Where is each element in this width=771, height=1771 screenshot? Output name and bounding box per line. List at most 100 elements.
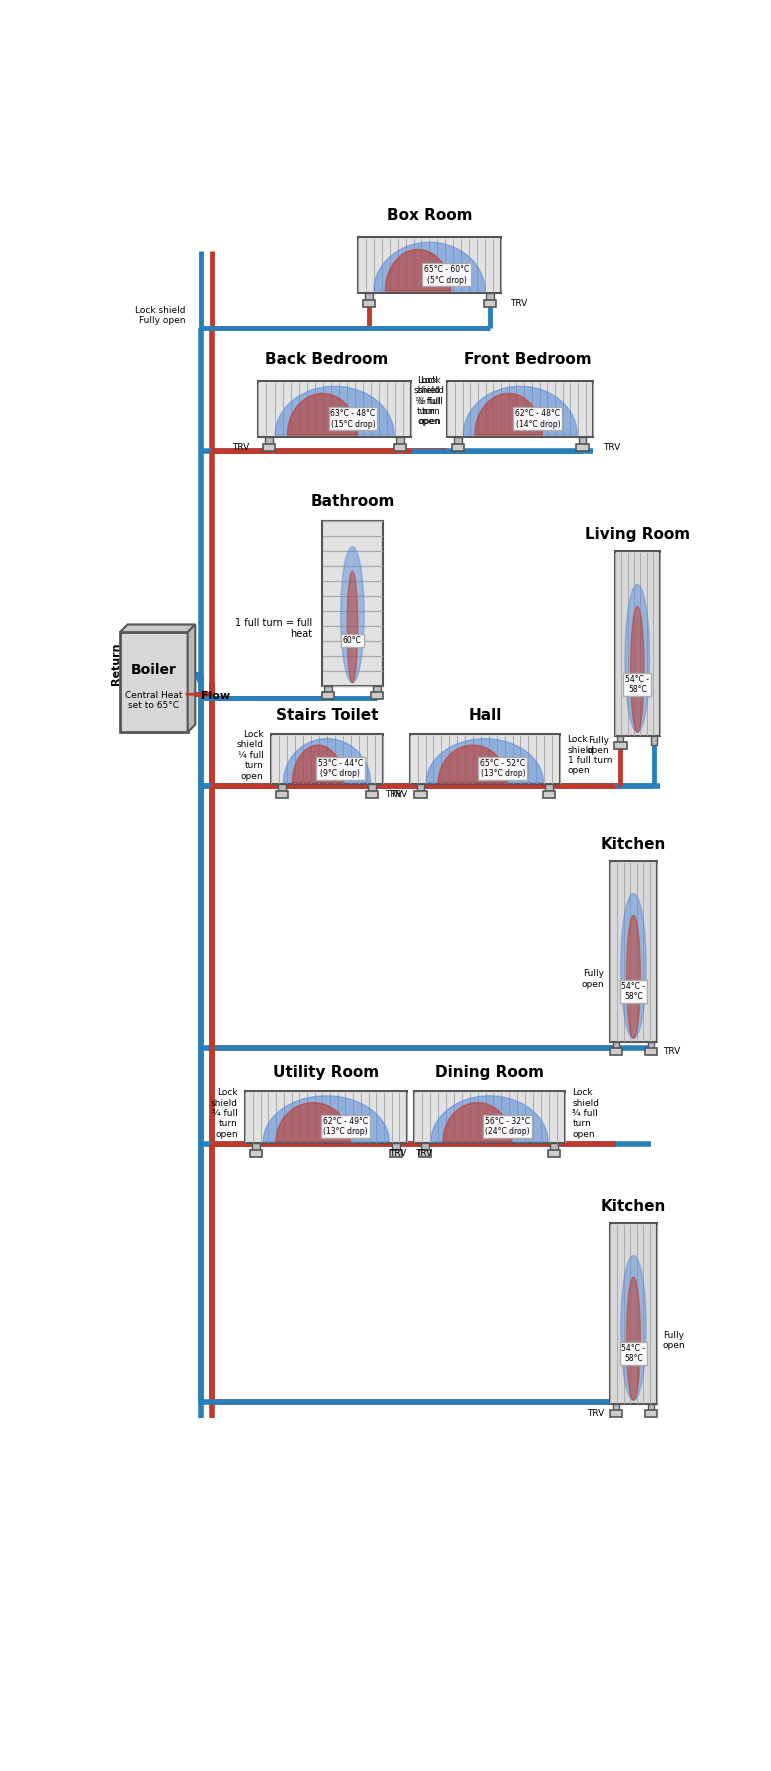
Bar (577, 445, 589, 452)
Bar (610, 1410, 622, 1417)
Bar (263, 445, 275, 452)
Bar (611, 861, 657, 1041)
Text: Bathroom: Bathroom (310, 494, 395, 510)
Text: Back Bedroom: Back Bedroom (265, 352, 389, 367)
Bar (454, 437, 462, 448)
Bar (613, 1041, 619, 1052)
Text: Lock
shield
½ full
turn
open: Lock shield ½ full turn open (414, 375, 441, 427)
Text: TRV: TRV (510, 299, 527, 308)
Text: Boiler: Boiler (131, 662, 177, 677)
Bar (258, 381, 411, 437)
Bar (324, 687, 332, 696)
Text: TRV: TRV (232, 443, 249, 452)
Polygon shape (284, 739, 371, 783)
Text: Front Bedroom: Front Bedroom (464, 352, 592, 367)
Bar (322, 521, 383, 687)
Text: Fully
open: Fully open (663, 1332, 685, 1351)
Text: Utility Room: Utility Room (273, 1064, 379, 1080)
Polygon shape (276, 1103, 351, 1142)
Bar (394, 445, 406, 452)
Text: Kitchen: Kitchen (601, 838, 666, 852)
Text: Central Heat
set to 65°C: Central Heat set to 65°C (125, 691, 183, 710)
Polygon shape (426, 739, 544, 783)
Text: 65°C - 52°C
(13°C drop): 65°C - 52°C (13°C drop) (480, 758, 525, 777)
Bar (579, 437, 587, 448)
Bar (245, 1091, 407, 1144)
Bar (414, 790, 426, 799)
Text: 65°C - 60°C
(5°C drop): 65°C - 60°C (5°C drop) (424, 266, 469, 285)
Polygon shape (275, 386, 394, 436)
Bar (366, 790, 379, 799)
Bar (550, 1144, 557, 1155)
Bar (648, 1041, 655, 1052)
Bar (648, 1404, 655, 1413)
Bar (416, 785, 424, 795)
Bar (276, 790, 288, 799)
Polygon shape (475, 393, 542, 436)
Text: Lock
shield
¾ full
turn
open: Lock shield ¾ full turn open (210, 1087, 237, 1139)
Bar (252, 1144, 260, 1155)
Text: Kitchen: Kitchen (601, 1199, 666, 1213)
Polygon shape (374, 243, 485, 290)
Text: Fully
open: Fully open (586, 735, 609, 754)
Text: Lock shield
Fully open: Lock shield Fully open (135, 306, 185, 324)
Text: 1 full turn = full
heat: 1 full turn = full heat (235, 618, 312, 639)
Text: 56°C - 32°C
(24°C drop): 56°C - 32°C (24°C drop) (485, 1118, 530, 1137)
Bar (414, 1091, 564, 1144)
Polygon shape (292, 746, 344, 783)
Bar (613, 1404, 619, 1413)
Text: TRV: TRV (391, 790, 408, 799)
Text: 62°C - 48°C
(14°C drop): 62°C - 48°C (14°C drop) (515, 409, 561, 429)
Text: Box Room: Box Room (386, 209, 472, 223)
Bar (447, 381, 594, 437)
Bar (278, 785, 286, 795)
Text: Living Room: Living Room (584, 528, 690, 542)
Text: 53°C - 44°C
(9°C drop): 53°C - 44°C (9°C drop) (318, 758, 363, 777)
Bar (645, 1410, 658, 1417)
Bar (371, 692, 383, 700)
Bar (486, 292, 493, 303)
Polygon shape (625, 584, 650, 731)
Polygon shape (341, 547, 364, 682)
Polygon shape (438, 746, 507, 783)
Bar (421, 1144, 429, 1155)
Text: Dining Room: Dining Room (435, 1064, 544, 1080)
Bar (611, 1224, 657, 1404)
Bar (120, 632, 187, 731)
Bar (396, 437, 404, 448)
Polygon shape (631, 607, 644, 731)
Text: TRV: TRV (663, 1047, 680, 1056)
Text: Fully
open: Fully open (581, 969, 604, 988)
Text: Lock
shield
⁷⁄₈ full
turn
open: Lock shield ⁷⁄₈ full turn open (417, 375, 444, 427)
Text: Hall: Hall (468, 708, 501, 723)
Text: Lock
shield
¾ full
turn
open: Lock shield ¾ full turn open (572, 1087, 599, 1139)
Text: 63°C - 48°C
(15°C drop): 63°C - 48°C (15°C drop) (331, 409, 375, 429)
Polygon shape (386, 250, 451, 290)
Text: 54°C -
58°C: 54°C - 58°C (621, 1344, 645, 1364)
Text: Lock
shield
¼ full
turn
open: Lock shield ¼ full turn open (237, 730, 264, 781)
Bar (369, 785, 376, 795)
Bar (250, 1149, 262, 1156)
Text: Return: Return (111, 643, 121, 685)
Text: 54°C -
58°C: 54°C - 58°C (621, 981, 645, 1001)
Text: Stairs Toilet: Stairs Toilet (276, 708, 379, 723)
Text: Flow: Flow (201, 691, 231, 701)
Polygon shape (263, 1096, 389, 1142)
Bar (271, 735, 383, 785)
Bar (265, 437, 273, 448)
Text: TRV: TRV (587, 1410, 604, 1419)
Bar (610, 1048, 622, 1056)
Polygon shape (463, 386, 577, 436)
Text: Lock
shield
1 full turn
open: Lock shield 1 full turn open (567, 735, 612, 776)
Polygon shape (187, 625, 195, 731)
Polygon shape (431, 1096, 548, 1142)
Bar (359, 237, 500, 292)
Bar (615, 551, 660, 737)
Text: 54°C -
58°C: 54°C - 58°C (625, 675, 649, 694)
Text: TRV: TRV (603, 443, 620, 452)
Bar (545, 785, 553, 795)
Bar (419, 1149, 431, 1156)
Bar (547, 1149, 560, 1156)
Text: 62°C - 49°C
(13°C drop): 62°C - 49°C (13°C drop) (323, 1118, 369, 1137)
Bar (452, 445, 464, 452)
